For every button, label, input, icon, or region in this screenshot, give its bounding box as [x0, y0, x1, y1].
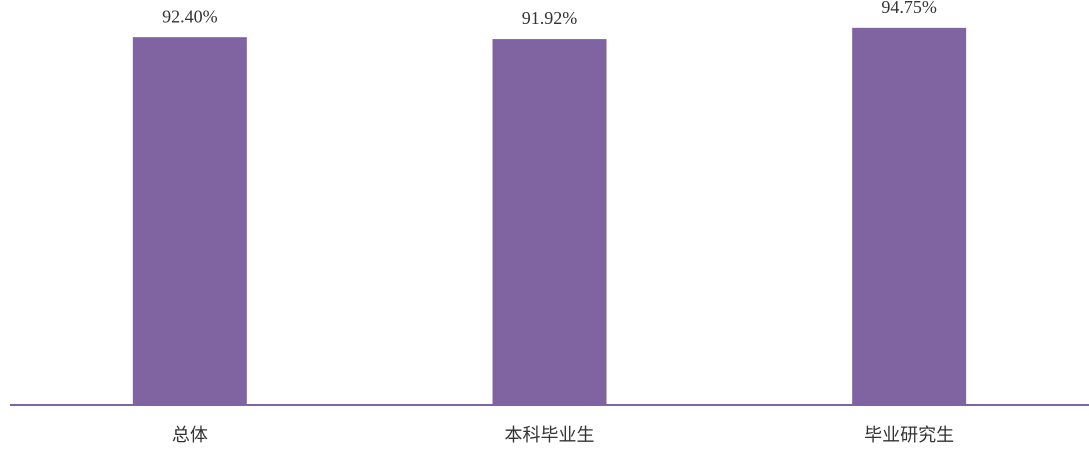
- x-tick-label: 毕业研究生: [864, 425, 954, 445]
- bar: [132, 37, 247, 405]
- x-tick-label: 本科毕业生: [505, 425, 595, 445]
- bar: [852, 27, 967, 405]
- bar: [492, 39, 607, 404]
- data-label: 94.75%: [881, 0, 937, 17]
- data-label: 92.40%: [162, 6, 218, 26]
- x-tick-label: 总体: [172, 425, 208, 445]
- data-label: 91.92%: [522, 8, 578, 28]
